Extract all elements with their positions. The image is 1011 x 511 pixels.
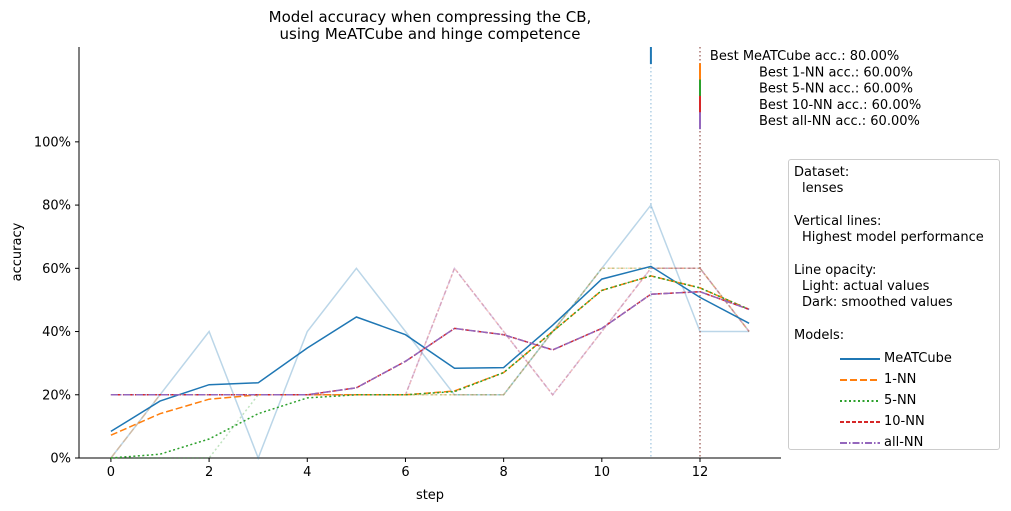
actual-line-meatcube: [110, 203, 750, 461]
legend-label: 1-NN: [884, 371, 917, 387]
legend-swatch: [840, 441, 880, 444]
smoothed-line-1-nn: [110, 275, 750, 436]
y-tick-label: 20%: [42, 388, 71, 403]
x-tick-label: 6: [401, 465, 409, 480]
y-tick-label: 0%: [50, 452, 71, 467]
best-annotation-all-nn: Best all-NN acc.: 60.00%: [759, 114, 920, 129]
y-tick-label: 80%: [42, 199, 71, 214]
smoothed-line-meatcube: [110, 265, 750, 433]
legend-swatch: [840, 357, 880, 360]
line-opacity-header: Line opacity:: [794, 262, 877, 278]
x-axis-label: step: [416, 488, 444, 503]
legend-label: MeATCube: [884, 350, 952, 366]
x-tick-label: 10: [594, 465, 611, 480]
legend-item: 5-NN: [794, 390, 999, 411]
x-tick-label: 4: [303, 465, 311, 480]
legend-label: 5-NN: [884, 392, 917, 408]
legend-swatch: [840, 420, 880, 423]
legend-swatch: [840, 399, 880, 402]
legend-label: 10-NN: [884, 413, 925, 429]
best-annotation-1-nn: Best 1-NN acc.: 60.00%: [759, 65, 913, 80]
info-legend-box: Dataset: lenses Vertical lines: Highest …: [788, 159, 1000, 450]
legend-item: all-NN: [794, 432, 999, 453]
chart-title-line-2: using MeATCube and hinge competence: [280, 25, 581, 43]
best-annotation-5-nn: Best 5-NN acc.: 60.00%: [759, 82, 913, 97]
legend-item: MeATCube: [794, 348, 999, 369]
x-tick-label: 2: [205, 465, 213, 480]
vertical-lines-value: Highest model performance: [802, 230, 984, 246]
x-tick-label: 8: [499, 465, 507, 480]
smoothed-line-all-nn: [110, 290, 750, 396]
plot-area: 0 2 4 6 8 10 12 0% 20% 40% 60% 80% 100% Best MeATCube…: [34, 47, 921, 480]
actual-line-10-nn: [110, 266, 750, 397]
legend: MeATCube 1-NN 5-NN 10-NN all-NN: [794, 348, 999, 453]
y-tick-label: 40%: [42, 325, 71, 340]
legend-item: 10-NN: [794, 411, 999, 432]
best-annotation-10-nn: Best 10-NN acc.: 60.00%: [759, 98, 921, 113]
legend-swatch: [840, 378, 880, 381]
vertical-lines-header: Vertical lines:: [794, 213, 882, 229]
x-tick-label: 0: [107, 465, 115, 480]
x-tick-label: 12: [692, 465, 709, 480]
line-opacity-light: Light: actual values: [802, 279, 930, 295]
dataset-header: Dataset:: [794, 165, 850, 180]
smoothed-line-5-nn: [110, 275, 750, 459]
smoothed-line-10-nn: [110, 290, 750, 396]
dataset-value: lenses: [802, 181, 844, 197]
y-axis-label: accuracy: [10, 222, 25, 281]
models-header: Models:: [794, 327, 845, 343]
line-opacity-dark: Dark: smoothed values: [802, 295, 953, 311]
chart-title-line-1: Model accuracy when compressing the CB,: [269, 8, 592, 26]
y-tick-label: 60%: [42, 262, 71, 277]
legend-label: all-NN: [884, 434, 924, 450]
legend-item: 1-NN: [794, 369, 999, 390]
y-tick-label: 100%: [34, 135, 71, 150]
best-annotation-meatcube: Best MeATCube acc.: 80.00%: [710, 49, 899, 64]
